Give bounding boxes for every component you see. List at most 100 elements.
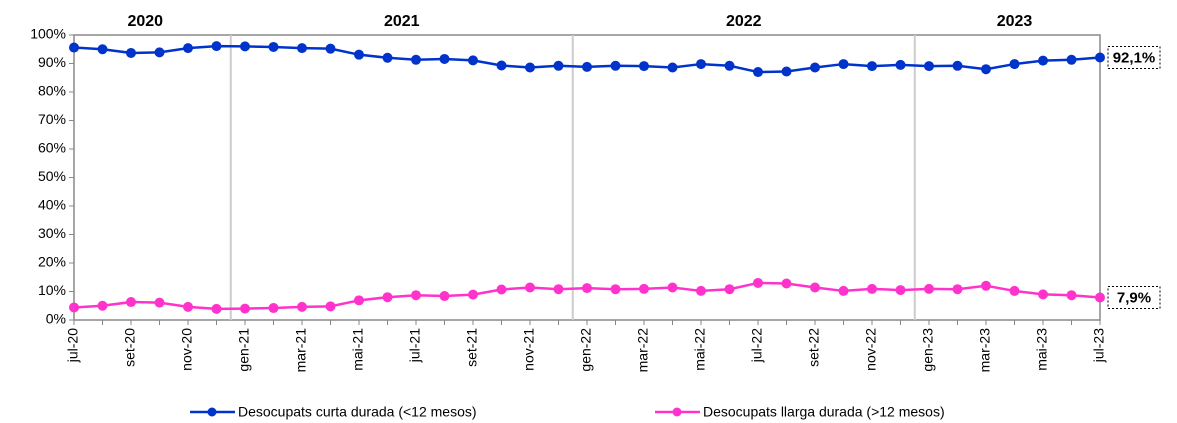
- x-tick-label: jul-20: [65, 328, 81, 363]
- data-point: [354, 295, 364, 306]
- data-point: [753, 277, 763, 288]
- y-tick-label: 40%: [38, 197, 66, 213]
- plot-area: [73, 34, 1101, 321]
- data-point: [154, 47, 165, 58]
- data-point: [724, 284, 735, 295]
- value-label-box: [1107, 285, 1161, 309]
- data-point: [325, 43, 336, 54]
- x-tick-label: mai-21: [350, 328, 366, 371]
- data-point: [1066, 54, 1077, 65]
- y-tick-label: 30%: [38, 225, 66, 241]
- data-point: [382, 52, 393, 63]
- data-point: [154, 297, 165, 308]
- data-point: [1038, 55, 1048, 66]
- year-label: 2020: [127, 13, 163, 30]
- y-tick-label: 90%: [38, 54, 66, 70]
- data-point: [97, 300, 108, 311]
- data-point: [468, 289, 478, 300]
- y-tick-label: 80%: [38, 83, 66, 99]
- legend-label: Desocupats curta durada (<12 mesos): [238, 404, 477, 420]
- y-tick-label: 0%: [46, 311, 66, 327]
- x-tick-label: set-22: [806, 328, 822, 367]
- data-point: [97, 44, 108, 55]
- y-tick-label: 100%: [30, 26, 66, 42]
- data-point: [126, 47, 136, 58]
- data-point: [411, 54, 421, 65]
- data-point: [810, 282, 820, 293]
- year-label: 2022: [726, 13, 762, 30]
- data-point: [753, 67, 763, 78]
- data-point: [952, 60, 963, 71]
- data-point: [525, 282, 535, 293]
- data-point: [525, 62, 535, 73]
- x-tick-label: gen-23: [920, 328, 936, 372]
- x-tick-label: nov-20: [179, 328, 195, 371]
- data-point: [297, 301, 307, 312]
- data-point: [496, 284, 507, 295]
- value-label-box: [1107, 46, 1161, 70]
- data-point: [667, 282, 678, 293]
- data-point: [696, 285, 706, 296]
- y-tick-label: 70%: [38, 111, 66, 127]
- data-point: [810, 62, 820, 73]
- data-point: [1095, 292, 1105, 303]
- data-point: [69, 302, 79, 313]
- data-point: [411, 290, 421, 301]
- data-point: [867, 61, 877, 72]
- y-tick-label: 60%: [38, 140, 66, 156]
- x-tick-label: gen-22: [578, 328, 594, 372]
- data-point: [496, 60, 507, 71]
- data-point: [952, 284, 963, 295]
- x-tick-label: nov-21: [521, 328, 537, 371]
- data-point: [781, 66, 792, 77]
- data-point: [838, 59, 849, 70]
- data-point: [838, 285, 849, 296]
- data-point: [325, 301, 336, 312]
- data-point: [439, 291, 450, 302]
- data-point: [183, 43, 193, 54]
- data-point: [553, 284, 564, 295]
- x-tick-label: mai-23: [1034, 328, 1050, 371]
- value-label: 7,9%: [1117, 289, 1151, 306]
- data-point: [981, 64, 991, 75]
- data-point: [126, 297, 136, 308]
- data-point: [724, 60, 735, 71]
- data-point: [582, 61, 592, 72]
- data-point: [610, 60, 621, 71]
- data-point: [582, 283, 592, 294]
- data-point: [1095, 52, 1105, 63]
- data-point: [639, 283, 649, 294]
- x-tick-label: jul-21: [407, 328, 423, 363]
- data-point: [268, 303, 279, 314]
- legend-marker: [672, 407, 682, 417]
- data-point: [895, 59, 906, 70]
- x-tick-label: gen-21: [236, 328, 252, 372]
- y-tick-label: 20%: [38, 254, 66, 270]
- x-tick-label: mar-22: [635, 328, 651, 373]
- data-point: [468, 55, 478, 66]
- data-point: [639, 61, 649, 72]
- y-tick-label: 50%: [38, 168, 66, 184]
- x-tick-label: set-20: [122, 328, 138, 367]
- x-tick-label: set-21: [464, 328, 480, 367]
- data-point: [1066, 290, 1077, 301]
- data-point: [1009, 59, 1020, 70]
- data-point: [781, 278, 792, 289]
- data-point: [354, 49, 364, 60]
- data-point: [1038, 289, 1048, 300]
- data-point: [610, 284, 621, 295]
- data-point: [183, 301, 193, 312]
- data-point: [439, 53, 450, 64]
- data-point: [211, 303, 222, 314]
- data-point: [297, 43, 307, 54]
- year-label: 2021: [384, 13, 420, 30]
- data-point: [924, 61, 934, 72]
- legend-label: Desocupats llarga durada (>12 mesos): [703, 404, 945, 420]
- data-point: [268, 41, 279, 52]
- data-point: [1009, 285, 1020, 296]
- x-tick-label: jul-22: [749, 328, 765, 363]
- data-point: [981, 280, 991, 291]
- data-point: [696, 59, 706, 70]
- x-tick-label: nov-22: [863, 328, 879, 371]
